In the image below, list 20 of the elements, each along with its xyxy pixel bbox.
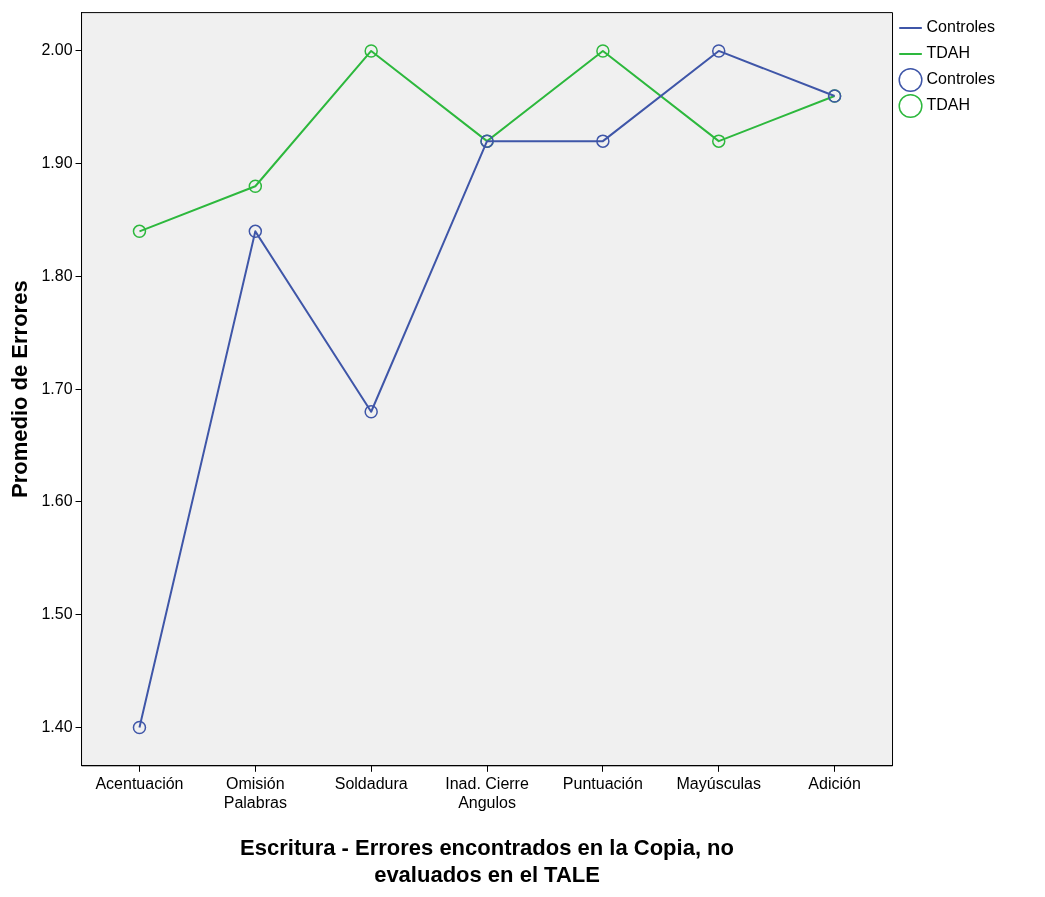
text: TDAH <box>926 96 971 114</box>
y-tick-label: 1.50 <box>41 605 73 623</box>
x-tick-label: Puntuación <box>562 774 643 792</box>
legend-label: TDAH <box>926 44 971 62</box>
text: Controles <box>926 18 996 36</box>
y-tick-label: 1.80 <box>41 266 73 284</box>
x-tick-label: Omisión Palabras <box>223 774 287 812</box>
y-tick-label: 1.70 <box>41 379 73 397</box>
x-tick-label: Soldadura <box>334 774 408 792</box>
y-axis-title: Promedio de Errores <box>7 280 33 499</box>
x-tick-label: Inad. Cierre Angulos <box>445 774 529 812</box>
legend-label: Controles <box>926 70 996 88</box>
x-tick-label: Mayúsculas <box>676 774 761 792</box>
y-tick-label: 1.90 <box>41 154 73 172</box>
y-tick-label: 2.00 <box>41 41 73 59</box>
x-tick-label: Adición <box>808 774 861 792</box>
x-tick-label: Acentuación <box>95 774 184 792</box>
y-tick-label: 1.40 <box>41 717 73 735</box>
x-axis-title: Escritura - Errores encontrados en la Copia, no evaluados en el TALE <box>240 835 734 887</box>
y-tick-label: 1.60 <box>41 492 73 510</box>
